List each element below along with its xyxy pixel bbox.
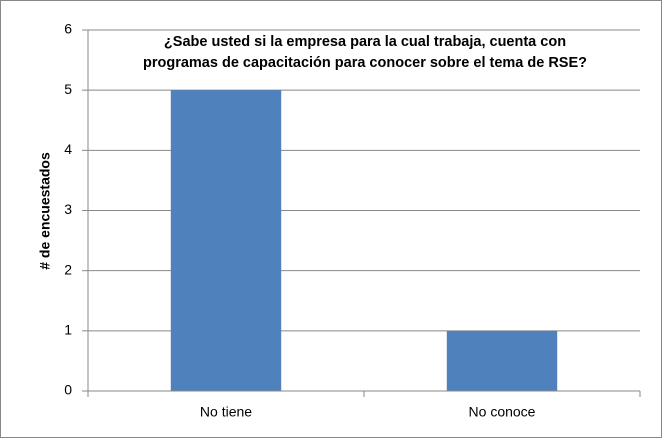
y-tick-label: 6 xyxy=(64,21,72,37)
bar xyxy=(170,90,282,392)
y-tick-label: 2 xyxy=(64,261,72,277)
y-tick-label: 0 xyxy=(64,382,72,398)
chart-title: programas de capacitación para conocer s… xyxy=(143,55,587,71)
x-tick-label: No conoce xyxy=(469,404,536,420)
y-tick-label: 4 xyxy=(64,141,72,157)
chart-title: ¿Sabe usted si la empresa para la cual t… xyxy=(164,34,566,50)
y-tick-label: 1 xyxy=(64,322,72,338)
y-tick-label: 3 xyxy=(64,201,72,217)
y-tick-label: 5 xyxy=(64,81,72,97)
y-axis-label: # de encuestados xyxy=(37,152,53,270)
x-tick-label: No tiene xyxy=(200,404,252,420)
bar xyxy=(446,330,558,391)
